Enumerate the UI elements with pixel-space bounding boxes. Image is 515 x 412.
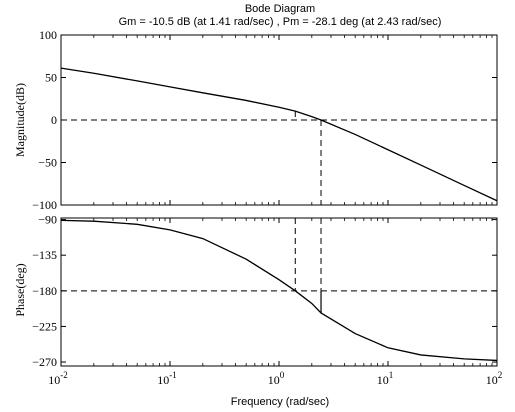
y-tick-label: −180 — [32, 284, 57, 298]
x-axis-label: Frequency (rad/sec) — [231, 396, 329, 408]
phase-axis-label: Phase(deg) — [13, 263, 27, 316]
x-tick-labels: 10-2 10-1 100 101 102 — [48, 370, 502, 387]
x-tick-label: 101 — [377, 370, 394, 387]
y-tick-label: −225 — [32, 319, 57, 333]
x-tick-label: 100 — [268, 370, 285, 387]
y-tick-label: 0 — [51, 113, 57, 127]
y-tick-label: −135 — [32, 248, 57, 262]
chart-subtitle: Gm = -10.5 dB (at 1.41 rad/sec) , Pm = -… — [119, 16, 442, 28]
plot-frame — [60, 217, 498, 367]
magnitude-axis-label: Magnitude(dB) — [13, 83, 27, 157]
magnitude-panel: 100 50 0 −50 −100 — [32, 28, 498, 212]
y-tick-label: −50 — [38, 156, 57, 170]
x-tick-label: 10-2 — [48, 370, 68, 387]
y-tick-label: −100 — [32, 198, 57, 212]
phase-panel: −90 −135 −180 −225 −270 — [32, 213, 498, 369]
chart-title: Bode Diagram — [245, 3, 315, 15]
margin-markers — [294, 111, 322, 313]
x-tick-label: 102 — [486, 370, 503, 387]
x-tick-label: 10-1 — [157, 370, 177, 387]
y-tick-label: 100 — [39, 28, 57, 42]
y-tick-label: −270 — [32, 355, 57, 369]
y-tick-label: −90 — [38, 213, 57, 227]
y-tick-label: 50 — [45, 71, 57, 85]
